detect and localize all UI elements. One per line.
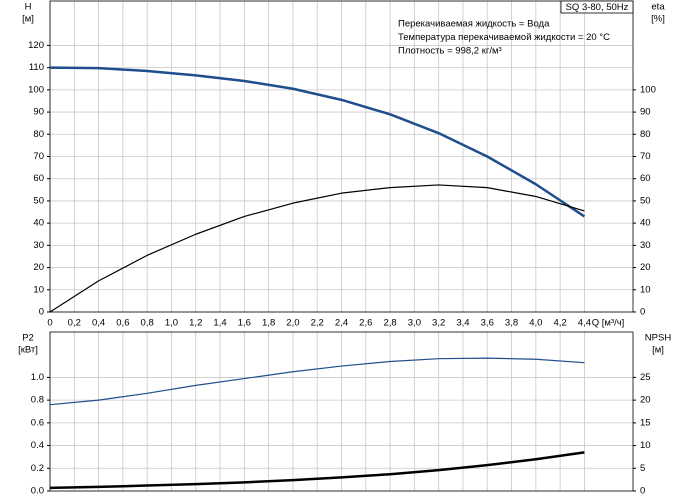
curve bbox=[49, 66, 586, 218]
annotation: Температура перекачиваемой жидкости = 20… bbox=[398, 32, 610, 43]
y2-tick-label: 25 bbox=[640, 372, 651, 383]
y2-tick-label: 10 bbox=[640, 440, 651, 451]
plot-frame bbox=[49, 0, 634, 313]
curve bbox=[49, 451, 585, 490]
y-axis-unit: [кВт] bbox=[18, 345, 38, 356]
y-tick-label: 70 bbox=[33, 151, 44, 162]
x-tick-label: 1,8 bbox=[262, 318, 275, 329]
y2-axis-label: NPSH bbox=[645, 333, 672, 344]
y-tick-label: 90 bbox=[33, 107, 44, 118]
x-tick-label: 4,4 bbox=[578, 318, 591, 329]
y-tick-label: 0.0 bbox=[31, 486, 44, 497]
curve bbox=[49, 184, 585, 313]
x-tick-label: 1,4 bbox=[213, 318, 226, 329]
y-tick-label: 120 bbox=[28, 40, 44, 51]
y2-tick-label: 5 bbox=[640, 463, 645, 474]
x-tick-label: 0,2 bbox=[68, 318, 81, 329]
x-tick-label: 4,2 bbox=[554, 318, 567, 329]
y-tick-label: 0.8 bbox=[31, 395, 44, 406]
x-tick-label: 3,0 bbox=[408, 318, 421, 329]
plot-frame bbox=[49, 331, 634, 492]
y2-tick-label: 15 bbox=[640, 417, 651, 428]
y2-tick-label: 80 bbox=[640, 129, 651, 140]
y2-tick-label: 60 bbox=[640, 173, 651, 184]
y2-tick-label: 50 bbox=[640, 195, 651, 206]
x-axis-label: Q [м³/ч] bbox=[592, 318, 625, 329]
x-tick-label: 3,6 bbox=[481, 318, 494, 329]
y2-axis-unit: [м] bbox=[652, 345, 664, 356]
y2-axis-label: eta bbox=[651, 2, 665, 13]
y2-tick-label: 100 bbox=[640, 84, 656, 95]
x-tick-label: 0,8 bbox=[141, 318, 154, 329]
y2-tick-label: 0 bbox=[640, 307, 645, 318]
y2-axis-unit: [%] bbox=[651, 14, 665, 25]
y2-tick-label: 40 bbox=[640, 218, 651, 229]
x-tick-label: 3,4 bbox=[456, 318, 469, 329]
y-tick-label: 0.6 bbox=[31, 417, 44, 428]
y-tick-label: 1.0 bbox=[31, 372, 44, 383]
y-tick-label: 10 bbox=[33, 284, 44, 295]
annotation: Перекачиваемая жидкость = Вода bbox=[398, 19, 550, 30]
y2-tick-label: 20 bbox=[640, 262, 651, 273]
x-tick-label: 2,6 bbox=[359, 318, 372, 329]
y-axis-label: H bbox=[25, 2, 32, 13]
y2-tick-label: 10 bbox=[640, 284, 651, 295]
x-tick-label: 3,2 bbox=[432, 318, 445, 329]
x-tick-label: 0,4 bbox=[92, 318, 105, 329]
x-tick-label: 2,0 bbox=[286, 318, 299, 329]
y2-tick-label: 30 bbox=[640, 240, 651, 251]
x-tick-label: 1,6 bbox=[238, 318, 251, 329]
x-tick-label: 0 bbox=[47, 318, 52, 329]
y-tick-label: 0.4 bbox=[31, 440, 44, 451]
y-tick-label: 30 bbox=[33, 240, 44, 251]
y2-tick-label: 20 bbox=[640, 395, 651, 406]
y-tick-label: 20 bbox=[33, 262, 44, 273]
x-tick-label: 1,0 bbox=[165, 318, 178, 329]
x-tick-label: 2,8 bbox=[383, 318, 396, 329]
y-tick-label: 60 bbox=[33, 173, 44, 184]
x-tick-label: 3,8 bbox=[505, 318, 518, 329]
x-tick-label: 0,6 bbox=[116, 318, 129, 329]
y2-tick-label: 70 bbox=[640, 151, 651, 162]
y2-tick-label: 90 bbox=[640, 107, 651, 118]
y-tick-label: 40 bbox=[33, 218, 44, 229]
curve bbox=[49, 357, 585, 406]
y-tick-label: 110 bbox=[29, 62, 44, 73]
title-box bbox=[560, 0, 634, 14]
x-tick-label: 2,2 bbox=[311, 318, 324, 329]
y-axis-label: P2 bbox=[22, 333, 34, 344]
y2-tick-label: 0 bbox=[640, 486, 645, 497]
y-tick-label: 0.2 bbox=[31, 463, 44, 474]
x-tick-label: 1,2 bbox=[189, 318, 202, 329]
x-tick-label: 4,0 bbox=[529, 318, 542, 329]
chart-title: SQ 3-80, 50Hz bbox=[566, 2, 629, 13]
y-tick-label: 80 bbox=[33, 129, 44, 140]
y-tick-label: 50 bbox=[33, 195, 44, 206]
y-tick-label: 0 bbox=[39, 307, 44, 318]
x-tick-label: 2,4 bbox=[335, 318, 348, 329]
y-tick-label: 100 bbox=[28, 84, 44, 95]
y-axis-unit: [м] bbox=[22, 14, 34, 25]
annotation: Плотность = 998,2 кг/м³ bbox=[398, 46, 502, 57]
